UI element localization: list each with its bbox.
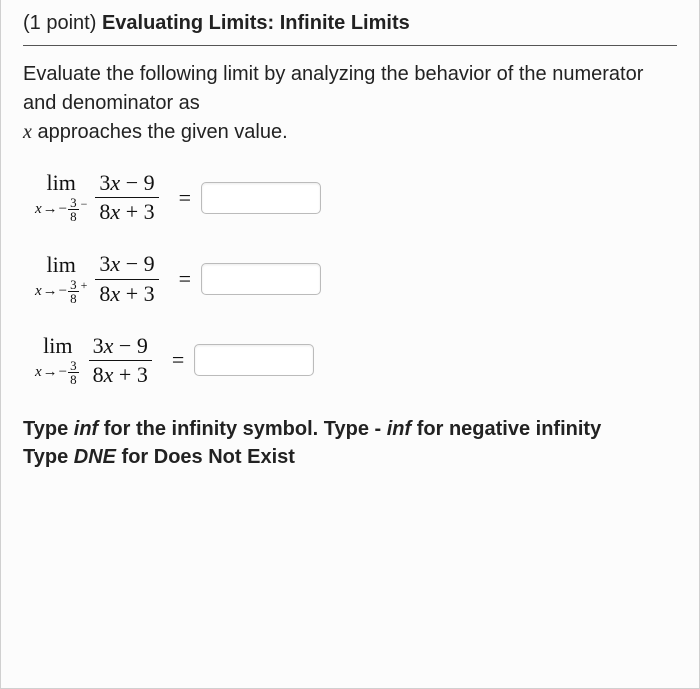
hint-line-2: Type DNE for Does Not Exist xyxy=(23,443,677,471)
denominator: 8x + 3 xyxy=(89,361,152,387)
answer-input-1[interactable] xyxy=(201,182,321,214)
numerator: 3x − 9 xyxy=(95,171,158,198)
lim-subscript: x → − 3 8 − xyxy=(35,196,87,223)
hints: Type inf for the infinity symbol. Type -… xyxy=(23,415,677,471)
problem-title: Evaluating Limits: Infinite Limits xyxy=(102,12,410,34)
target-fraction: 3 8 xyxy=(68,278,79,305)
answer-input-2[interactable] xyxy=(201,263,321,295)
lim-operator: lim x → − 3 8 + xyxy=(35,254,87,305)
lim-subscript: x → − 3 8 + xyxy=(35,278,87,305)
numerator: 3x − 9 xyxy=(89,334,152,361)
answer-input-3[interactable] xyxy=(194,344,314,376)
target-fraction: 3 8 xyxy=(68,196,79,223)
denominator: 8x + 3 xyxy=(95,198,158,224)
lim-subscript: x → − 3 8 xyxy=(35,359,81,386)
heading: (1 point) Evaluating Limits: Infinite Li… xyxy=(23,12,677,46)
limit-row-2: lim x → − 3 8 + 3x − 9 8x + 3 = xyxy=(35,252,677,305)
lim-operator: lim x → − 3 8 xyxy=(35,335,81,386)
side-indicator: − xyxy=(81,198,88,210)
instructions-var: x xyxy=(23,121,32,143)
equals-sign: = xyxy=(179,185,191,211)
problem-container: (1 point) Evaluating Limits: Infinite Li… xyxy=(0,0,700,689)
lim-operator: lim x → − 3 8 − xyxy=(35,172,87,223)
instructions-line2: approaches the given value. xyxy=(32,121,288,143)
points-label: (1 point) xyxy=(23,12,96,34)
equals-sign: = xyxy=(179,266,191,292)
numerator: 3x − 9 xyxy=(95,252,158,279)
limit-row-1: lim x → − 3 8 − 3x − 9 8x + 3 = xyxy=(35,171,677,224)
problems-block: lim x → − 3 8 − 3x − 9 8x + 3 = xyxy=(23,171,677,387)
equals-sign: = xyxy=(172,347,184,373)
lim-word: lim xyxy=(47,254,76,276)
target-fraction: 3 8 xyxy=(68,359,79,386)
hint-line-1: Type inf for the infinity symbol. Type -… xyxy=(23,415,677,443)
expression-fraction: 3x − 9 8x + 3 xyxy=(89,334,152,387)
limit-row-3: lim x → − 3 8 3x − 9 8x + 3 = xyxy=(35,334,677,387)
lim-word: lim xyxy=(47,172,76,194)
instructions-line1: Evaluate the following limit by analyzin… xyxy=(23,63,643,114)
denominator: 8x + 3 xyxy=(95,280,158,306)
lim-word: lim xyxy=(43,335,72,357)
side-indicator: + xyxy=(81,279,88,291)
expression-fraction: 3x − 9 8x + 3 xyxy=(95,171,158,224)
expression-fraction: 3x − 9 8x + 3 xyxy=(95,252,158,305)
instructions: Evaluate the following limit by analyzin… xyxy=(23,60,677,147)
